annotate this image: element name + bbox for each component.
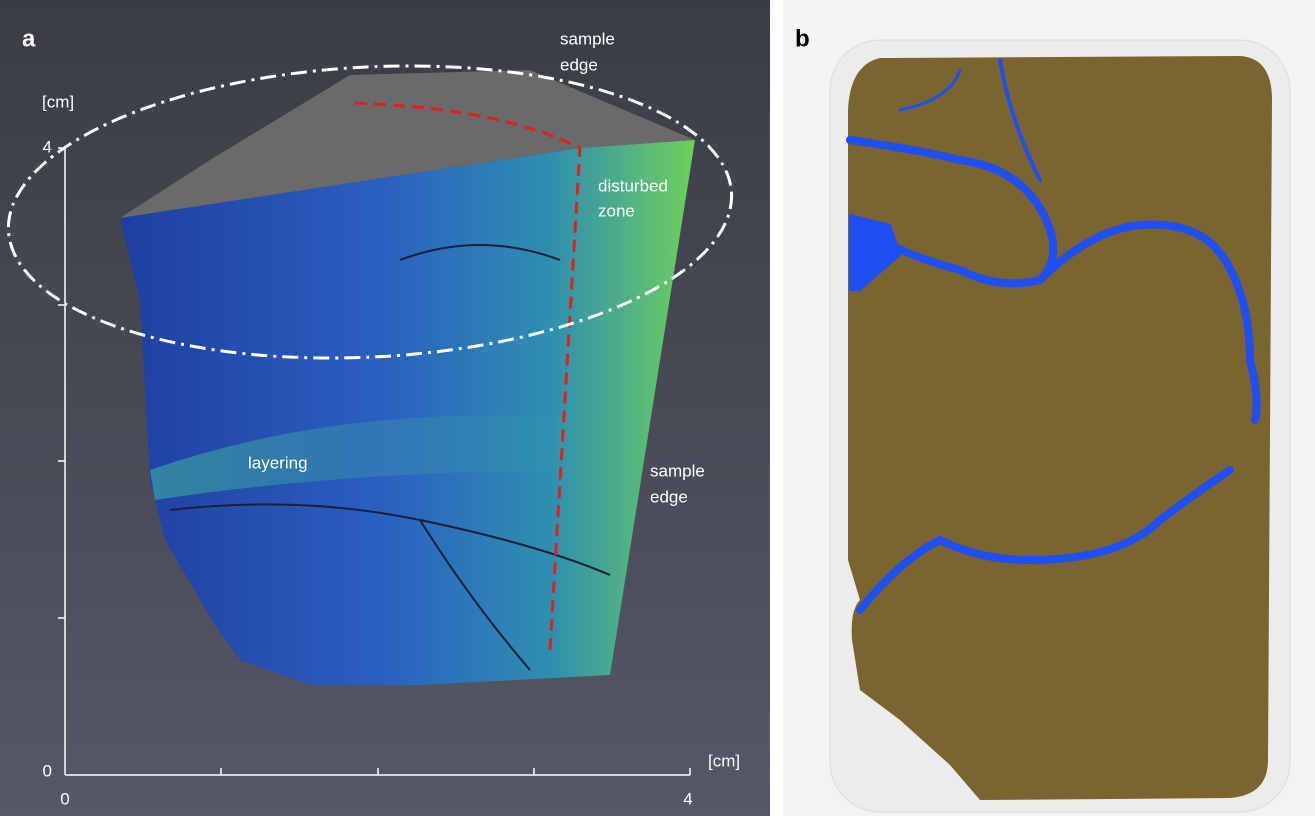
- y-tick-label: 4: [43, 137, 52, 156]
- annotation: edge: [560, 55, 598, 74]
- panel-label: b: [795, 25, 810, 52]
- y-tick-label: 0: [43, 761, 52, 780]
- x-tick-label: 0: [60, 789, 69, 808]
- x-tick-label: 4: [683, 789, 692, 808]
- y-axis-unit: [cm]: [42, 92, 74, 111]
- annotation: sample: [650, 461, 705, 480]
- annotation: sample: [560, 29, 615, 48]
- annotation: edge: [650, 487, 688, 506]
- annotation: zone: [598, 201, 635, 220]
- annotation: disturbed: [598, 176, 668, 195]
- x-axis-unit: [cm]: [708, 751, 740, 770]
- panel-label: a: [22, 25, 36, 52]
- annotation: layering: [248, 453, 308, 472]
- thin-section: [848, 56, 1272, 800]
- figure: [cm] 4 0 0 4 [cm] sample edge disturbed …: [0, 0, 1315, 816]
- sample-front-face: [120, 140, 695, 685]
